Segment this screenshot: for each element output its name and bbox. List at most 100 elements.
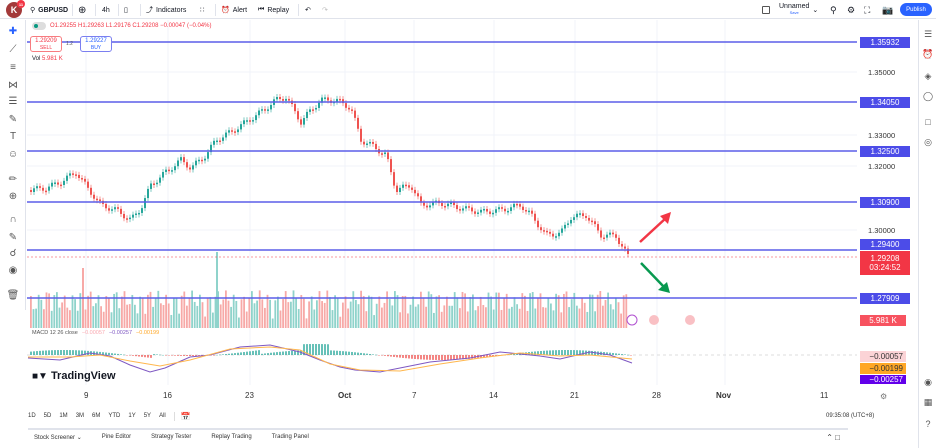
- prediction-icon[interactable]: ☰: [8, 95, 18, 107]
- time-tick: 16: [163, 391, 172, 400]
- chevron-down-icon: ⌄: [76, 434, 82, 441]
- chat-icon[interactable]: □: [925, 117, 931, 127]
- range-5d[interactable]: 5D: [43, 413, 52, 419]
- gear-icon: ⚙: [847, 4, 856, 15]
- text-icon[interactable]: T: [9, 130, 17, 142]
- level-label: 1.29400: [860, 239, 910, 250]
- range-3m[interactable]: 3M: [75, 413, 85, 419]
- settings-button[interactable]: ⚙: [847, 4, 855, 16]
- range-1y[interactable]: 1Y: [128, 413, 136, 419]
- redo-button[interactable]: ↷: [322, 4, 328, 16]
- tab-pine-editor[interactable]: Pine Editor: [101, 434, 132, 440]
- level-label: 1.35932: [860, 37, 910, 48]
- macd-legend: MACD 12 26 close −0.00057 −0.00257 −0.00199: [32, 330, 160, 336]
- panel-controls[interactable]: ⌃ □: [826, 432, 840, 442]
- redo-icon: ↷: [322, 7, 328, 14]
- fullscreen-icon: ⛶: [864, 4, 871, 15]
- layout-menu[interactable]: Unnamed Save ⌄: [762, 3, 819, 16]
- time-tick: Oct: [338, 391, 352, 400]
- goto-date-icon[interactable]: 📅: [173, 411, 191, 421]
- camera-icon: 📷: [882, 4, 894, 15]
- grid-icon: ∷: [200, 7, 205, 14]
- range-buttons: 1D 5D 1M 3M 6M YTD 1Y 5Y All 📅: [28, 409, 191, 423]
- avatar[interactable]: K 11: [6, 0, 25, 18]
- lock-drawing-icon[interactable]: ✎: [8, 231, 18, 243]
- drawing-toolbar: ✚ ⟋ ≡ ⋈ ☰ ✎ T ☺ ✏ ⊕ ∩ ✎ ☌ ◉ 🗑: [0, 20, 26, 310]
- range-6m[interactable]: 6M: [92, 413, 101, 419]
- templates-button[interactable]: ∷: [200, 4, 204, 16]
- plus-circle-icon: ⊕: [78, 4, 87, 16]
- watchlist-icon[interactable]: ☰: [923, 28, 933, 39]
- current-price-label: 1.29208 03:24:52: [860, 251, 910, 275]
- chevron-down-icon: ⌄: [812, 7, 819, 14]
- replay-button[interactable]: ⏮ Replay: [258, 6, 290, 14]
- top-toolbar: K 11 ⚲ GBPUSD ⊕ 4h ▯ ⤴ Indicators ∷ ⏰ Alert …: [0, 0, 936, 19]
- eye-icon[interactable]: ◉: [8, 264, 18, 276]
- tab-strategy-tester[interactable]: Strategy Tester: [151, 434, 192, 440]
- buy-button[interactable]: 1.29227 BUY: [80, 36, 112, 52]
- range-1d[interactable]: 1D: [28, 413, 36, 419]
- fib-icon[interactable]: ≡: [10, 61, 16, 73]
- ruler-icon[interactable]: ✏: [8, 173, 18, 185]
- range-all[interactable]: All: [159, 413, 166, 419]
- crosshair-icon[interactable]: ✚: [8, 25, 18, 37]
- tab-stock-screener[interactable]: Stock Screener ⌄: [34, 434, 82, 441]
- tab-replay-trading[interactable]: Replay Trading: [211, 434, 252, 440]
- right-sidebar: ☰ ⏰ ◈ ◯ □ ◎ ◉ ▦ ?: [918, 20, 936, 448]
- sell-button[interactable]: 1.29209 SELL: [30, 36, 62, 52]
- range-5y[interactable]: 5Y: [143, 413, 152, 419]
- range-ytd[interactable]: YTD: [108, 413, 121, 419]
- fullscreen-button[interactable]: ⛶: [864, 4, 870, 16]
- trend-line-icon[interactable]: ⟋: [9, 43, 17, 55]
- level-label: 1.32500: [860, 146, 910, 157]
- time-tick: 21: [570, 391, 579, 400]
- quick-search-button[interactable]: ⚲: [830, 4, 837, 16]
- lightbulb-icon[interactable]: ◯: [922, 90, 934, 101]
- pattern-icon[interactable]: ⋈: [8, 79, 18, 91]
- interval-button[interactable]: 4h: [102, 6, 110, 14]
- time-tick: 14: [489, 391, 498, 400]
- emoji-icon[interactable]: ☺: [7, 148, 19, 160]
- lock-icon[interactable]: ☌: [9, 247, 17, 259]
- snapshot-button[interactable]: 📷: [882, 4, 893, 16]
- axis-settings-icon[interactable]: ⚙: [880, 392, 888, 401]
- layers-icon[interactable]: ◈: [924, 70, 932, 81]
- compare-add-button[interactable]: ⊕: [78, 4, 86, 16]
- magnet-icon[interactable]: ∩: [9, 213, 17, 225]
- macd-signal-label: −0.00199: [860, 363, 906, 374]
- indicators-icon: ⤴: [146, 7, 153, 14]
- replay-icon: ⏮: [258, 6, 265, 13]
- symbol-search[interactable]: ⚲ GBPUSD: [30, 6, 69, 15]
- undo-button[interactable]: ↶: [305, 4, 311, 16]
- alarm-icon: ⏰: [221, 7, 230, 14]
- tab-trading-panel[interactable]: Trading Panel: [271, 434, 309, 440]
- volume-legend: Vol 5.981 K: [32, 56, 63, 62]
- calendar-icon[interactable]: ▦: [923, 396, 933, 407]
- publish-button[interactable]: Publish: [900, 3, 932, 16]
- price-chart[interactable]: [27, 20, 857, 385]
- help-icon[interactable]: ?: [925, 419, 931, 429]
- search-icon: ⚲: [830, 4, 837, 15]
- price-tick: 1.30000: [868, 226, 896, 235]
- spread-label: 1.2: [66, 41, 73, 47]
- ohlc-values: O1.29255 H1.29263 L1.29176 C1.29208 −0.0…: [50, 23, 212, 29]
- alert-button[interactable]: ⏰ Alert: [221, 6, 248, 15]
- time-tick: Nov: [716, 391, 732, 400]
- up-arrow-icon: [639, 212, 671, 243]
- target-icon[interactable]: ◉: [924, 376, 932, 387]
- candles-icon: ▯: [124, 7, 128, 14]
- chart-type-button[interactable]: ▯: [124, 4, 128, 16]
- indicators-button[interactable]: ⤴ Indicators: [146, 6, 187, 15]
- range-1m[interactable]: 1M: [59, 413, 68, 419]
- level-label: 1.27909: [860, 293, 910, 304]
- zoom-in-icon[interactable]: ⊕: [8, 190, 18, 202]
- checkbox-icon: [762, 6, 770, 14]
- clock[interactable]: 09:35:08 (UTC+8): [826, 413, 875, 419]
- trash-icon[interactable]: 🗑: [6, 289, 20, 301]
- brush-icon[interactable]: ✎: [8, 113, 18, 125]
- time-tick: 23: [245, 391, 254, 400]
- level-label: 1.30900: [860, 197, 910, 208]
- symbol-legend: O1.29255 H1.29263 L1.29176 C1.29208 −0.0…: [32, 22, 211, 30]
- signals-icon[interactable]: ◎: [924, 136, 932, 147]
- alarm-clock-icon[interactable]: ⏰: [922, 48, 934, 59]
